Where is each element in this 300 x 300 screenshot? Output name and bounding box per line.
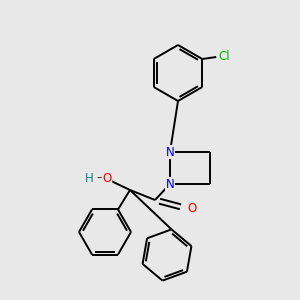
Text: O: O [102, 172, 112, 184]
Text: –: – [96, 172, 102, 184]
Text: O: O [188, 202, 196, 214]
Text: Cl: Cl [218, 50, 230, 64]
Text: H: H [85, 172, 93, 184]
Text: N: N [166, 146, 174, 158]
Text: N: N [166, 178, 174, 190]
